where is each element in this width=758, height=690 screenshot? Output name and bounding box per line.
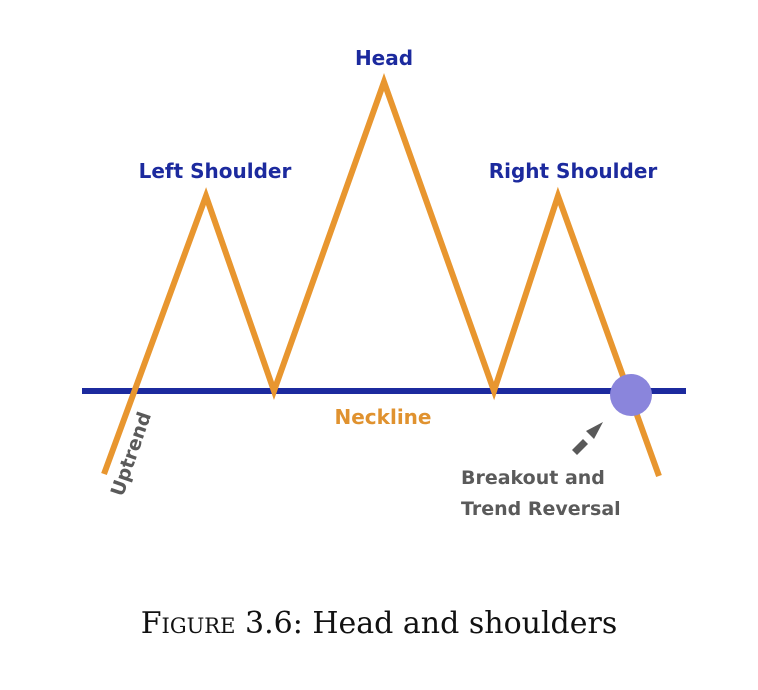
caption-prefix: Figure — [140, 606, 236, 641]
breakout-arrow — [572, 422, 603, 455]
breakout-label-line1: Breakout and — [461, 467, 605, 489]
breakout-label-line2: Trend Reversal — [461, 498, 621, 520]
caption-text: Head and shoulders — [312, 606, 618, 641]
head-and-shoulders-diagram: Head Left Shoulder Right Shoulder Neckli… — [82, 46, 686, 520]
neckline-label: Neckline — [335, 405, 432, 429]
right-shoulder-label: Right Shoulder — [489, 159, 658, 183]
figure-caption: Figure 3.6: Head and shoulders — [0, 606, 758, 641]
price-pattern-line — [101, 73, 662, 478]
breakout-marker — [610, 374, 652, 416]
caption-number: 3.6: — [245, 606, 303, 641]
left-shoulder-label: Left Shoulder — [139, 159, 292, 183]
head-label: Head — [355, 46, 413, 70]
